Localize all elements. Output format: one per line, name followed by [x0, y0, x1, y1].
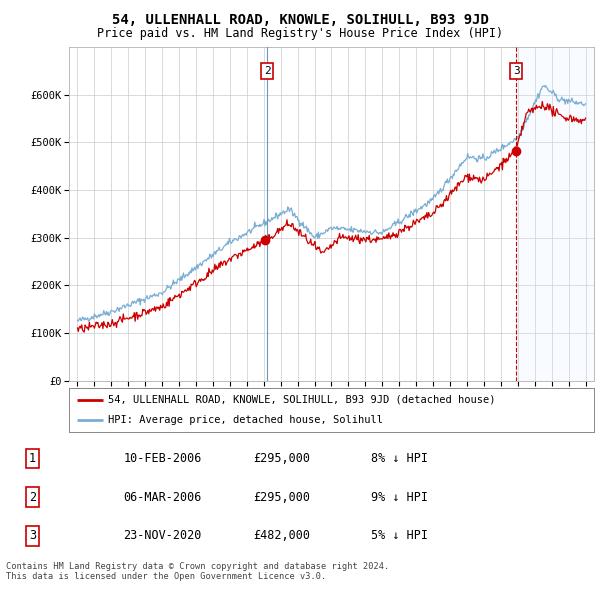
Text: 1: 1 — [29, 452, 36, 465]
Text: 2: 2 — [29, 490, 36, 504]
Text: 06-MAR-2006: 06-MAR-2006 — [124, 490, 202, 504]
Text: £295,000: £295,000 — [253, 490, 310, 504]
Text: 10-FEB-2006: 10-FEB-2006 — [124, 452, 202, 465]
Text: 3: 3 — [29, 529, 36, 542]
Text: £295,000: £295,000 — [253, 452, 310, 465]
Bar — [516, 47, 594, 381]
Text: 23-NOV-2020: 23-NOV-2020 — [124, 529, 202, 542]
Text: Price paid vs. HM Land Registry's House Price Index (HPI): Price paid vs. HM Land Registry's House … — [97, 27, 503, 40]
Text: £482,000: £482,000 — [253, 529, 310, 542]
Text: 54, ULLENHALL ROAD, KNOWLE, SOLIHULL, B93 9JD (detached house): 54, ULLENHALL ROAD, KNOWLE, SOLIHULL, B9… — [109, 395, 496, 405]
Text: 8% ↓ HPI: 8% ↓ HPI — [371, 452, 428, 465]
Text: 54, ULLENHALL ROAD, KNOWLE, SOLIHULL, B93 9JD: 54, ULLENHALL ROAD, KNOWLE, SOLIHULL, B9… — [112, 13, 488, 27]
Text: 2: 2 — [264, 66, 271, 76]
Text: 5% ↓ HPI: 5% ↓ HPI — [371, 529, 428, 542]
Text: Contains HM Land Registry data © Crown copyright and database right 2024.
This d: Contains HM Land Registry data © Crown c… — [6, 562, 389, 581]
Text: HPI: Average price, detached house, Solihull: HPI: Average price, detached house, Soli… — [109, 415, 383, 425]
Text: 9% ↓ HPI: 9% ↓ HPI — [371, 490, 428, 504]
Text: 3: 3 — [513, 66, 520, 76]
